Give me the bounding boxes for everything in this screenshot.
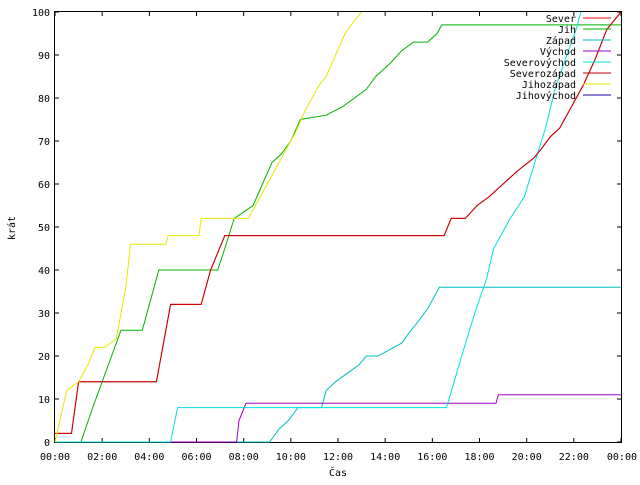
y-tick-label: 90 [38,51,50,62]
plot-frame [54,11,622,443]
y-tick-label: 20 [38,352,50,363]
series-line [55,394,621,443]
series-line [55,11,622,434]
x-tick-label: 18:00 [464,452,494,463]
series-line [55,24,621,443]
y-tick-label: 60 [38,180,50,191]
y-tick-label: 70 [38,137,50,148]
y-tick-label: 30 [38,309,50,320]
x-tick-label: 14:00 [370,452,400,463]
legend-label: Jihozápad [522,79,576,91]
x-tick-label: 20:00 [512,452,542,463]
x-tick-label: 04:00 [134,452,164,463]
series-line [55,286,621,443]
series-line [54,11,362,443]
x-tick-label: 06:00 [181,452,211,463]
y-axis: 0 10 20 30 40 50 60 70 80 90 100 [32,8,621,449]
y-tick-label: 100 [32,8,50,19]
y-tick-label: 0 [44,438,50,449]
legend-label: Západ [546,35,576,47]
legend-label: Severovýchod [504,57,576,69]
series-layer [54,11,622,443]
legend-label: Jih [558,25,576,36]
legend-label: Sever [546,14,576,25]
x-tick-label: 22:00 [559,452,589,463]
x-tick-label: 00:00 [607,452,637,463]
x-tick-label: 10:00 [276,452,306,463]
x-tick-label: 16:00 [417,452,447,463]
y-axis-label: krát [6,216,18,240]
y-tick-label: 40 [38,266,50,277]
legend-label: Východ [540,46,576,58]
x-axis: 00:00 02:00 04:00 06:00 08:00 10:00 12:00 14:00… [40,12,637,463]
y-tick-label: 80 [38,94,50,105]
x-tick-label: 02:00 [87,452,117,463]
x-tick-label: 00:00 [40,452,70,463]
series-line [55,11,582,443]
y-tick-label: 10 [38,395,50,406]
legend-label: Jihovýchod [516,90,576,102]
x-axis-label: Čas [329,466,347,479]
legend: SeverJihZápadVýchodSeverovýchodSeverozáp… [504,14,611,102]
legend-label: Severozápad [510,68,576,80]
x-tick-label: 12:00 [323,452,353,463]
x-tick-label: 08:00 [229,452,259,463]
y-tick-label: 50 [38,223,50,234]
